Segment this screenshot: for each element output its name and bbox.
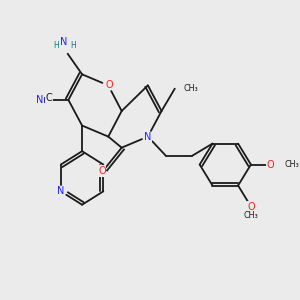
Text: N: N bbox=[144, 132, 152, 142]
Text: N: N bbox=[37, 95, 44, 105]
Text: O: O bbox=[267, 160, 274, 170]
Text: N: N bbox=[60, 37, 68, 47]
Text: CH₃: CH₃ bbox=[285, 160, 299, 169]
Text: O: O bbox=[247, 202, 255, 212]
Text: O: O bbox=[105, 80, 113, 89]
Text: CH₃: CH₃ bbox=[244, 211, 258, 220]
Text: H: H bbox=[53, 41, 59, 50]
Text: C: C bbox=[46, 93, 52, 103]
Text: N: N bbox=[57, 186, 64, 196]
Text: CH₃: CH₃ bbox=[184, 84, 199, 93]
Text: O: O bbox=[98, 166, 106, 176]
Text: H: H bbox=[70, 41, 76, 50]
